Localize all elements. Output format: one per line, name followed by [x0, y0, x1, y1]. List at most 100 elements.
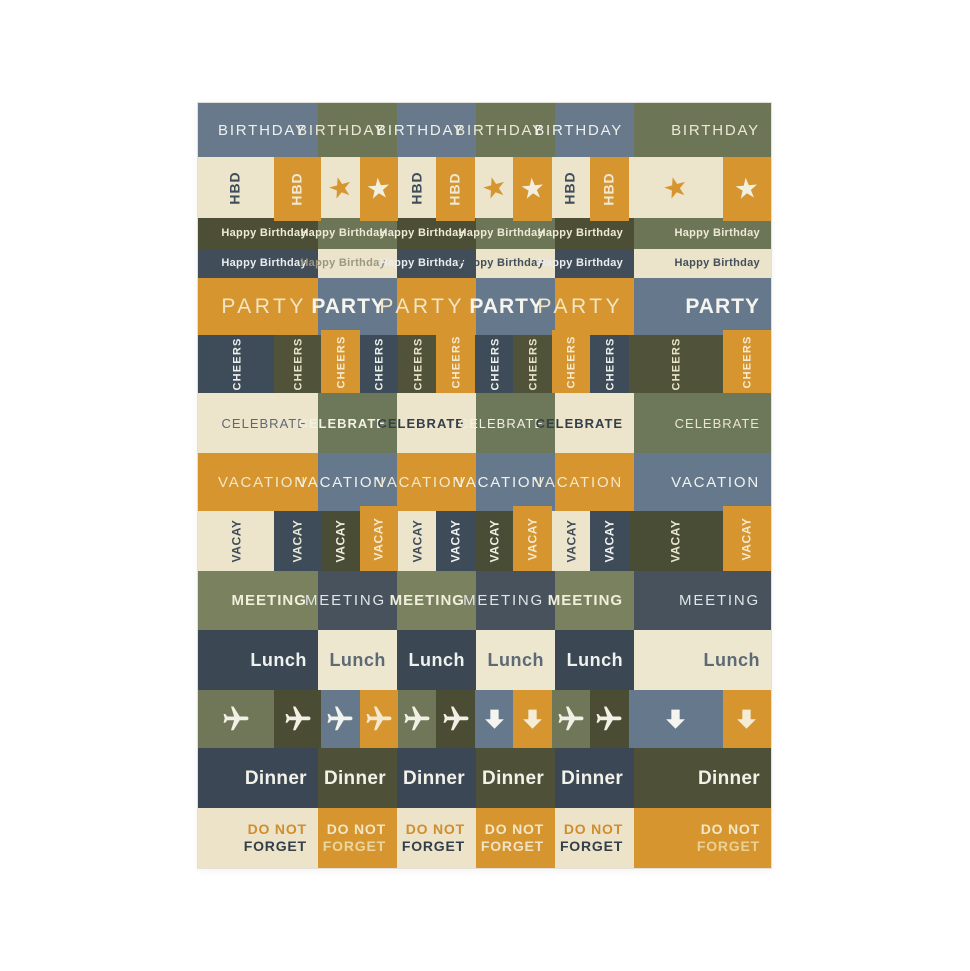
cheers-sticker: CHEERS [359, 335, 398, 393]
hbd-label: HBD [408, 170, 425, 205]
plane-icon [402, 704, 432, 734]
meeting-label: MEETING [547, 592, 624, 609]
birthday-label: BIRTHDAY [376, 121, 465, 139]
meeting-sticker: MEETING [463, 571, 556, 630]
happy-birthday-olive-label: Happy Birthday [458, 227, 545, 239]
hbd-sticker: ★ [474, 157, 514, 218]
lunch-label: Lunch [408, 650, 465, 670]
birthday-sticker: BIRTHDAY [634, 103, 771, 157]
celebrate-sticker: CELEBRATE [198, 393, 318, 453]
party-label: PARTY [379, 295, 465, 318]
row-party: PARTY PARTY PARTY PARTY PARTY PARTY [198, 278, 771, 335]
birthday-sticker: BIRTHDAY [376, 103, 476, 157]
cheers-sticker: CHEERS [722, 330, 771, 393]
travel-icons-pair [321, 690, 398, 748]
lunch-label: Lunch [250, 650, 307, 670]
hbd-sticker: HBD [274, 157, 322, 221]
do-not-forget-sticker: DO NOT FORGET [634, 808, 771, 868]
sticker-sheet: BIRTHDAY BIRTHDAY BIRTHDAY BIRTHDAY BIRTHDAY… [198, 103, 771, 868]
party-sticker: PARTY [311, 278, 397, 335]
vacay-pair: VACAY VACAY [397, 511, 475, 571]
birthday-label: BIRTHDAY [671, 121, 760, 139]
row-hbd: HBD HBD ★ ★ HBD HBD ★ ★ HBD HBD ★ ★ [198, 157, 771, 221]
do-not-forget-label: FORGET [401, 838, 465, 854]
travel-icons-sticker [551, 690, 591, 748]
cheers-sticker: CHEERS [590, 335, 629, 393]
meeting-label: MEETING [389, 592, 465, 609]
happy-birthday-olive-sticker: Happy Birthday [379, 218, 476, 249]
birthday-label: BIRTHDAY [534, 121, 624, 139]
hbd-sticker: ★ [722, 157, 771, 221]
star-icon: ★ [659, 168, 692, 206]
hbd-label: HBD [227, 170, 244, 205]
travel-icons-sticker [274, 690, 322, 748]
hbd-pair: HBD HBD [551, 157, 629, 221]
hbd-sticker: HBD [551, 157, 591, 218]
vacay-label: VACAY [229, 519, 244, 563]
hbd-pair: ★ ★ [321, 157, 398, 221]
vacay-pair: VACAY VACAY [198, 511, 322, 571]
celebrate-sticker: CELEBRATE [634, 393, 771, 453]
do-not-forget-text: DO NOT FORGET [323, 821, 386, 854]
hbd-sticker: HBD [436, 157, 475, 221]
cheers-sticker: CHEERS [474, 335, 514, 393]
celebrate-label: CELEBRATE [458, 415, 545, 431]
cheers-label: CHEERS [489, 337, 502, 391]
plane-icon [594, 704, 624, 734]
do-not-forget-label: FORGET [696, 838, 760, 854]
lunch-sticker: Lunch [198, 630, 318, 690]
vacay-sticker: VACAY [274, 511, 322, 571]
happy-birthday-slate-label: Happy Birthday [458, 257, 545, 269]
happy-birthday-slate-sticker: Happy Birthday [459, 249, 556, 278]
cheers-label: CHEERS [373, 337, 386, 391]
celebrate-label: CELEBRATE [221, 415, 307, 431]
plane-icon [283, 704, 313, 734]
meeting-sticker: MEETING [305, 571, 397, 630]
dinner-sticker: Dinner [634, 748, 771, 808]
meeting-sticker: MEETING [198, 571, 318, 630]
lunch-label: Lunch [703, 650, 760, 670]
hbd-pair: HBD HBD [198, 157, 322, 221]
hbd-label: HBD [288, 172, 305, 206]
vacay-sticker: VACAY [722, 506, 771, 571]
happy-birthday-olive-sticker: Happy Birthday [300, 218, 397, 249]
travel-icons-sticker [436, 690, 475, 748]
meeting-sticker: MEETING [634, 571, 771, 630]
cheers-pair: CHEERS CHEERS [628, 330, 771, 393]
happy-birthday-olive-sticker: Happy Birthday [634, 218, 771, 249]
hbd-sticker: ★ [321, 157, 360, 218]
happy-birthday-slate-label: Happy Birthday [537, 257, 624, 269]
travel-icons-pair [397, 690, 475, 748]
cheers-sticker: CHEERS [321, 330, 360, 393]
dinner-label: Dinner [698, 767, 760, 789]
vacation-label: VACATION [534, 473, 624, 491]
party-label: PARTY [685, 295, 760, 318]
travel-icons-sticker [397, 690, 437, 748]
cheers-label: CHEERS [604, 337, 617, 391]
star-icon: ★ [364, 171, 393, 206]
cheers-label: CHEERS [670, 337, 683, 391]
row-vacay: VACAY VACAY VACAY VACAY VACAY VACAY VACAY VACAY… [198, 506, 771, 571]
lunch-label: Lunch [566, 650, 624, 670]
plane-icon [221, 704, 251, 734]
vacay-sticker: VACAY [321, 511, 360, 571]
cheers-label: CHEERS [566, 334, 579, 389]
celebrate-label: CELEBRATE [298, 415, 386, 431]
party-sticker: PARTY [379, 278, 476, 335]
birthday-label: BIRTHDAY [455, 121, 545, 139]
celebrate-sticker: CELEBRATE [378, 393, 476, 453]
plane-icon [325, 704, 355, 734]
vacay-sticker: VACAY [397, 511, 437, 571]
vacay-label: VACAY [602, 519, 617, 563]
plane-icon [364, 704, 394, 734]
happy-birthday-olive-sticker: Happy Birthday [538, 218, 635, 249]
vacay-sticker: VACAY [513, 506, 552, 571]
happy-birthday-slate-label: Happy Birthday [379, 257, 465, 269]
travel-icons-sticker [722, 690, 771, 748]
cheers-pair: CHEERS CHEERS [321, 330, 398, 393]
vacay-label: VACAY [525, 516, 540, 561]
travel-icons-sticker [590, 690, 629, 748]
do-not-forget-text: DO NOT FORGET [697, 821, 760, 854]
vacation-label: VACATION [218, 473, 307, 491]
